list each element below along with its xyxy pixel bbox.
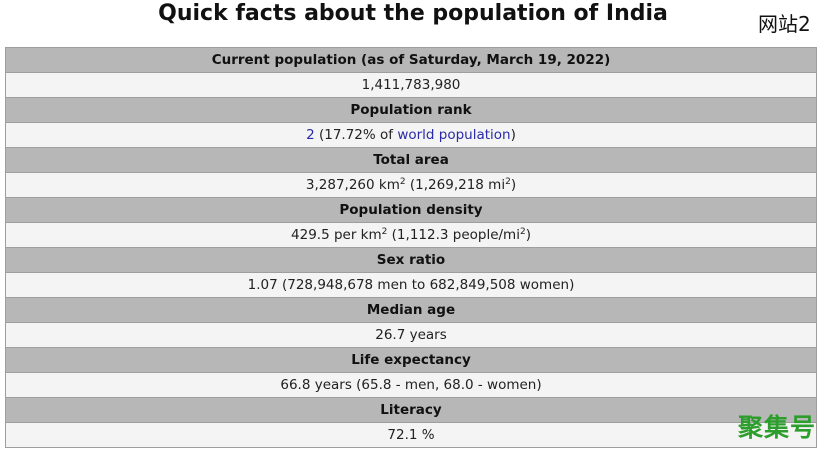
density-km-exponent: 2 [381,227,388,237]
rank-close-paren: ) [510,127,516,143]
world-population-link[interactable]: world population [397,127,511,143]
fact-value-sex-ratio: 1.07 (728,948,678 men to 682,849,508 wom… [5,272,817,298]
table-row: Median age [5,297,817,323]
table-row: 429.5 per km2 (1,112.3 people/mi2) [5,222,817,248]
fact-value-median-age: 26.7 years [5,322,817,348]
table-row: 26.7 years [5,322,817,348]
fact-value-density: 429.5 per km2 (1,112.3 people/mi2) [5,222,817,248]
fact-label-sex-ratio: Sex ratio [5,247,817,273]
area-km: 3,287,260 km [305,177,400,193]
fact-value-area: 3,287,260 km2 (1,269,218 mi2) [5,172,817,198]
table-row: 3,287,260 km2 (1,269,218 mi2) [5,172,817,198]
fact-value-literacy: 72.1 % [5,422,817,448]
area-mi: (1,269,218 mi [405,177,506,193]
fact-value-population: 1,411,783,980 [5,72,817,98]
area-close-paren: ) [510,177,517,193]
fact-value-rank: 2 (17.72% of world population) [5,122,817,148]
fact-label-rank: Population rank [5,97,817,123]
fact-value-life-expectancy: 66.8 years (65.8 - men, 68.0 - women) [5,372,817,398]
density-mi-exponent: 2 [519,227,526,237]
fact-label-literacy: Literacy [5,397,817,423]
fact-label-density: Population density [5,197,817,223]
fact-label-population: Current population (as of Saturday, Marc… [5,47,817,73]
table-row: 1.07 (728,948,678 men to 682,849,508 wom… [5,272,817,298]
table-row: Life expectancy [5,347,817,373]
fact-label-median-age: Median age [5,297,817,323]
density-km: 429.5 per km [291,227,382,243]
density-close-paren: ) [525,227,531,243]
table-row: Total area [5,147,817,173]
area-mi-exponent: 2 [505,177,511,187]
page-title: Quick facts about the population of Indi… [158,1,668,26]
facts-table: Current population (as of Saturday, Marc… [5,47,817,448]
table-row: Current population (as of Saturday, Marc… [5,47,817,73]
density-mi: (1,112.3 people/mi [387,227,520,243]
table-row: 72.1 % [5,422,817,448]
table-row: 1,411,783,980 [5,72,817,98]
rank-link[interactable]: 2 [306,127,315,143]
area-km-exponent: 2 [399,177,406,187]
fact-label-area: Total area [5,147,817,173]
table-row: Population rank [5,97,817,123]
table-row: Literacy [5,397,817,423]
table-row: 66.8 years (65.8 - men, 68.0 - women) [5,372,817,398]
watermark: 聚集号 [738,413,817,442]
table-row: Population density [5,197,817,223]
corner-mark: 网站2 [758,12,811,36]
rank-share-text: (17.72% of [314,127,398,143]
fact-label-life-expectancy: Life expectancy [5,347,817,373]
table-row: 2 (17.72% of world population) [5,122,817,148]
table-row: Sex ratio [5,247,817,273]
